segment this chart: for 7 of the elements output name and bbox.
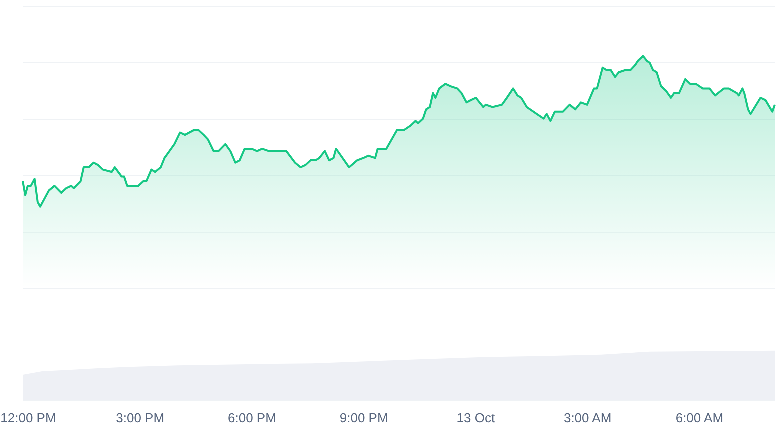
x-tick-label: 12:00 PM xyxy=(0,410,56,426)
x-tick-label: 13 Oct xyxy=(456,410,496,426)
x-tick-label: 3:00 AM xyxy=(564,410,612,426)
x-tick-label: 6:00 AM xyxy=(676,410,724,426)
x-tick-label: 3:00 PM xyxy=(116,410,165,426)
x-tick-label: 6:00 PM xyxy=(228,410,276,426)
x-tick-label: 9:00 PM xyxy=(340,410,388,426)
